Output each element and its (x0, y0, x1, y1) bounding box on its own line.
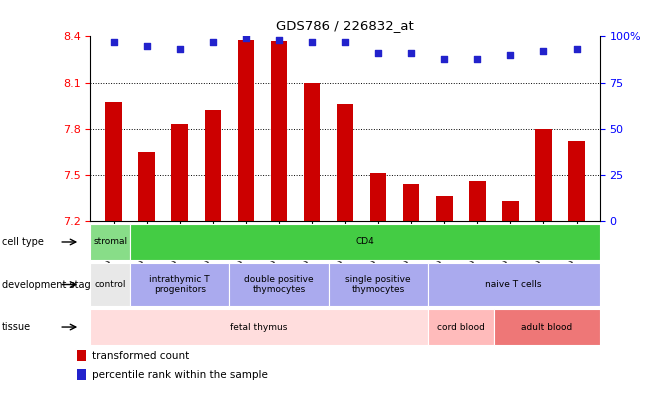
Point (439, 55, 450, 62)
Bar (105, 102, 122, 221)
Point (307, 39, 318, 45)
Text: fetal thymus: fetal thymus (230, 322, 288, 332)
Text: tissue: tissue (2, 322, 31, 332)
Bar (90, 309, 427, 345)
Text: naive T cells: naive T cells (486, 280, 542, 289)
Bar (370, 173, 387, 221)
Text: percentile rank within the sample: percentile rank within the sample (92, 369, 267, 379)
Point (373, 50, 383, 56)
Point (538, 48, 549, 54)
Point (241, 35, 251, 42)
Point (472, 55, 482, 62)
Point (208, 39, 218, 45)
Bar (436, 196, 452, 221)
Bar (90, 262, 130, 307)
Bar (77, 350, 86, 361)
Bar (204, 110, 221, 221)
Point (273, 37, 284, 43)
Bar (271, 41, 287, 221)
Bar (427, 262, 600, 307)
Text: development stage: development stage (2, 279, 96, 290)
Bar (568, 141, 585, 221)
Point (174, 46, 185, 53)
Title: GDS786 / 226832_at: GDS786 / 226832_at (276, 19, 414, 32)
Text: stromal: stromal (93, 237, 127, 247)
Bar (90, 224, 130, 260)
Bar (130, 262, 229, 307)
Text: double positive
thymocytes: double positive thymocytes (244, 275, 314, 294)
Text: cell type: cell type (2, 237, 44, 247)
Bar (304, 83, 320, 221)
Point (505, 51, 516, 58)
Bar (139, 151, 155, 221)
Point (406, 50, 417, 56)
Bar (229, 262, 328, 307)
Bar (172, 124, 188, 221)
Bar (337, 104, 353, 221)
Bar (494, 309, 600, 345)
Text: single positive
thymocytes: single positive thymocytes (345, 275, 411, 294)
Point (340, 39, 350, 45)
Point (141, 43, 152, 49)
Point (109, 39, 119, 45)
Bar (502, 201, 519, 221)
Bar (328, 262, 427, 307)
Text: CD4: CD4 (356, 237, 375, 247)
Text: control: control (94, 280, 126, 289)
Text: adult blood: adult blood (521, 322, 572, 332)
Point (571, 46, 582, 53)
Bar (535, 129, 551, 221)
Bar (427, 309, 494, 345)
Bar (77, 369, 86, 379)
Bar (238, 40, 254, 221)
Text: cord blood: cord blood (437, 322, 484, 332)
Bar (403, 184, 419, 221)
Text: transformed count: transformed count (92, 351, 189, 360)
Bar (469, 181, 486, 221)
Text: intrathymic T
progenitors: intrathymic T progenitors (149, 275, 210, 294)
